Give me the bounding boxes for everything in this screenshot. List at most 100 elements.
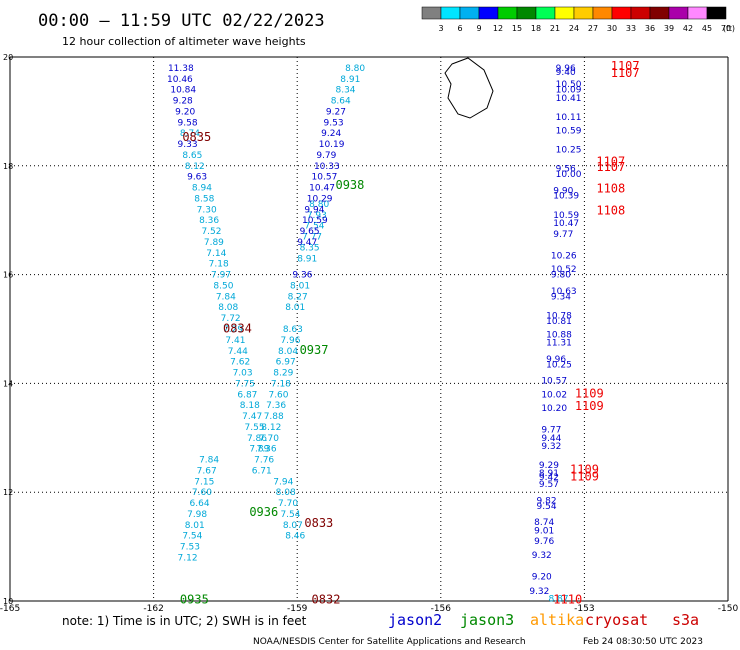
wave-height-label: 6.71 — [252, 466, 272, 476]
colorbar-swatch — [478, 6, 499, 20]
colorbar-tick-label: 18 — [531, 24, 541, 33]
wave-height-label: 10.46 — [167, 75, 193, 85]
wave-height-label: 10.59 — [302, 216, 328, 226]
wave-height-label: 9.63 — [187, 173, 207, 183]
wave-height-label: 10.25 — [556, 145, 582, 155]
wave-height-label: 7.47 — [242, 412, 262, 422]
pass-time-label: 1108 — [596, 203, 625, 217]
wave-height-label: 9.33 — [178, 140, 198, 150]
pass-time-label: 1107 — [611, 66, 640, 80]
colorbar-tick-label: 6 — [457, 24, 462, 33]
colorbar-tick-label: 42 — [683, 24, 693, 33]
wave-height-label: 7.72 — [221, 314, 241, 324]
pass-time-label: 1107 — [596, 154, 625, 168]
wave-height-label: 7.18 — [271, 379, 291, 389]
wave-height-label: 8.35 — [300, 243, 320, 253]
colorbar-swatch — [611, 6, 632, 20]
wave-height-label: 7.67 — [197, 466, 217, 476]
wave-height-label: 8.58 — [194, 194, 214, 204]
wave-height-label: 7.76 — [254, 456, 274, 466]
wave-height-label: 10.20 — [541, 404, 567, 414]
wave-height-label: 7.29 — [223, 325, 243, 335]
pass-time-label: 0938 — [335, 178, 364, 192]
x-tick-label: -153 — [574, 604, 594, 614]
wave-height-label: 9.77 — [553, 230, 573, 240]
colorbar-swatch — [440, 6, 461, 20]
colorbar-unit-label: (ft) — [723, 24, 735, 33]
wave-height-label: 10.78 — [546, 311, 572, 321]
wave-height-label: 8.64 — [331, 97, 351, 107]
colorbar-swatch — [706, 6, 727, 20]
x-tick-label: -156 — [431, 604, 452, 614]
pass-time-label: 0936 — [249, 505, 278, 519]
pass-time-label: 0832 — [312, 592, 341, 606]
pass-time-label: 1109 — [575, 387, 604, 401]
wave-height-label: 10.00 — [556, 170, 582, 180]
wave-height-label: 7.75 — [235, 379, 255, 389]
wave-height-label: 8.08 — [218, 303, 238, 313]
wave-height-label: 10.47 — [553, 219, 579, 229]
colorbar-tick-label: 15 — [512, 24, 522, 33]
x-tick-label: -162 — [143, 604, 163, 614]
pass-time-label: 0935 — [180, 592, 209, 606]
wave-height-label: 10.25 — [546, 360, 572, 370]
wave-height-label: 8.29 — [273, 369, 293, 379]
wave-height-label: 7.54 — [182, 532, 202, 542]
wave-height-label: 7.89 — [249, 445, 269, 455]
wave-height-label: 9.29 — [539, 461, 559, 471]
wave-height-label: 9.24 — [321, 129, 341, 139]
wave-height-label: 8.12 — [261, 423, 281, 433]
wave-height-label: 8.07 — [283, 521, 303, 531]
legend-entry-s3a: s3a — [672, 611, 699, 629]
wave-height-label: 6.87 — [237, 390, 257, 400]
wave-height-labels: 11.3810.4610.849.289.209.588.748.658.128… — [167, 64, 582, 604]
x-tick-label: -165 — [0, 604, 20, 614]
wave-height-label: 10.47 — [309, 184, 335, 194]
y-tick-label: 12 — [3, 488, 13, 497]
wave-height-label: 7.36 — [257, 445, 277, 455]
wave-height-label: 8.04 — [278, 347, 298, 357]
wave-height-label: 9.32 — [532, 551, 552, 561]
wave-height-label: 10.84 — [170, 86, 196, 96]
wave-height-label: 10.33 — [314, 162, 340, 172]
wave-height-label: 7.60 — [268, 390, 288, 400]
colorbar-swatch — [649, 6, 670, 20]
wave-height-label: 7.77 — [302, 233, 322, 243]
wave-height-label: 8.18 — [240, 401, 260, 411]
colorbar-tick-label: 30 — [607, 24, 617, 33]
colorbar-swatch — [592, 6, 613, 20]
x-tick-label: -150 — [718, 604, 739, 614]
legend-entry-jason2: jason2 — [388, 611, 442, 629]
colorbar-tick-label: 27 — [588, 24, 598, 33]
legend-entry-cryosat: cryosat — [585, 611, 648, 629]
wave-height-label: 9.80 — [551, 271, 571, 281]
wave-height-label: 8.63 — [283, 325, 303, 335]
wave-height-label: 7.84 — [199, 456, 219, 466]
wave-height-label: 8.74 — [180, 129, 200, 139]
wave-height-label: 8.36 — [199, 216, 219, 226]
wave-height-label: 10.41 — [556, 94, 582, 104]
wave-height-label: 7.97 — [211, 271, 231, 281]
wave-height-label: 7.52 — [201, 227, 221, 237]
chart-subtitle: 12 hour collection of altimeter wave hei… — [62, 35, 306, 48]
wave-height-label: 10.59 — [553, 211, 579, 221]
wave-height-label: 9.77 — [541, 426, 561, 436]
colorbar-swatch — [687, 6, 708, 20]
footer-timestamp: Feb 24 08:30:50 UTC 2023 — [583, 637, 703, 647]
colorbar: 3 6 9 12 15 18 21 24 27 30 33 36 39 42 45 70(ft) — [421, 6, 735, 33]
wave-height-label: 7.94 — [273, 477, 293, 487]
wave-height-label: 8.01 — [285, 303, 305, 313]
wave-height-label: 9.47 — [297, 238, 317, 248]
pass-time-label: 1109 — [575, 399, 604, 413]
colorbar-tick-label: 9 — [476, 24, 481, 33]
wave-height-label: 10.52 — [551, 265, 577, 275]
wave-height-label: 7.54 — [280, 510, 300, 520]
wave-height-label: 7.53 — [180, 543, 200, 553]
x-tick-label: -159 — [287, 604, 308, 614]
pass-time-label: 1107 — [611, 59, 640, 73]
wave-height-label: 6.64 — [190, 499, 210, 509]
wave-height-label: 7.98 — [187, 510, 207, 520]
wave-height-label: 8.01 — [185, 521, 205, 531]
